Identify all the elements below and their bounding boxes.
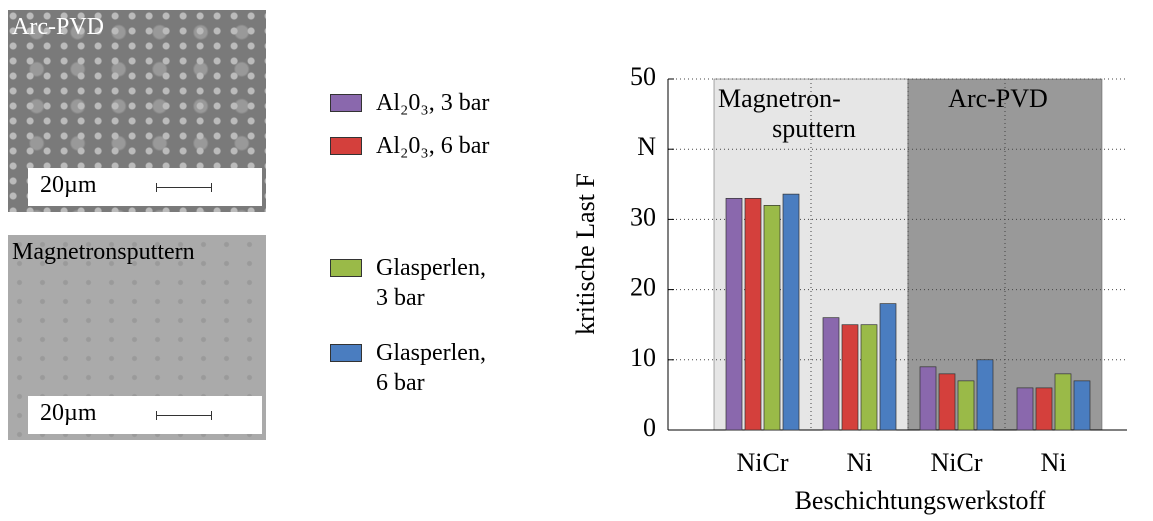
- x-axis-title: Beschichtungswerkstoff: [795, 486, 1046, 515]
- bar: [1074, 381, 1090, 430]
- bar: [842, 325, 858, 430]
- bar: [939, 374, 955, 430]
- y-tick-label: 30: [630, 202, 656, 231]
- y-axis-title: kritische Last F: [571, 173, 600, 335]
- region-label-text: Arc-PVD: [948, 84, 1048, 113]
- x-tick-label: Ni: [1041, 448, 1067, 477]
- y-tick-label: N: [637, 132, 656, 161]
- x-tick-label: Ni: [847, 448, 873, 477]
- bar: [1017, 388, 1033, 430]
- bar: [977, 360, 993, 430]
- page: Arc-PVD 20µm Magnetronsputtern 20µm Al₂0…: [0, 0, 1153, 521]
- bar: [958, 381, 974, 430]
- y-tick-label: 0: [643, 413, 656, 442]
- bar: [823, 318, 839, 430]
- bar: [920, 367, 936, 430]
- y-tick-label: 10: [630, 343, 656, 372]
- bar: [745, 198, 761, 430]
- bar: [1055, 374, 1071, 430]
- region-label-line: Magnetron-: [718, 84, 841, 113]
- bar: [861, 325, 877, 430]
- y-tick-label: 20: [630, 273, 656, 302]
- chart: Magnetron-sputtern Arc-PVD 0 10 20 30 N 50 NiCr N…: [0, 0, 1153, 521]
- bar: [880, 304, 896, 430]
- region-label: Arc-PVD: [948, 84, 1048, 113]
- region-label-line: sputtern: [772, 114, 856, 143]
- bar: [764, 205, 780, 430]
- bar: [726, 198, 742, 430]
- bar: [783, 194, 799, 430]
- bar: [1036, 388, 1052, 430]
- x-tick-label: NiCr: [931, 448, 983, 477]
- y-tick-label: 50: [630, 62, 656, 91]
- x-tick-label: NiCr: [737, 448, 789, 477]
